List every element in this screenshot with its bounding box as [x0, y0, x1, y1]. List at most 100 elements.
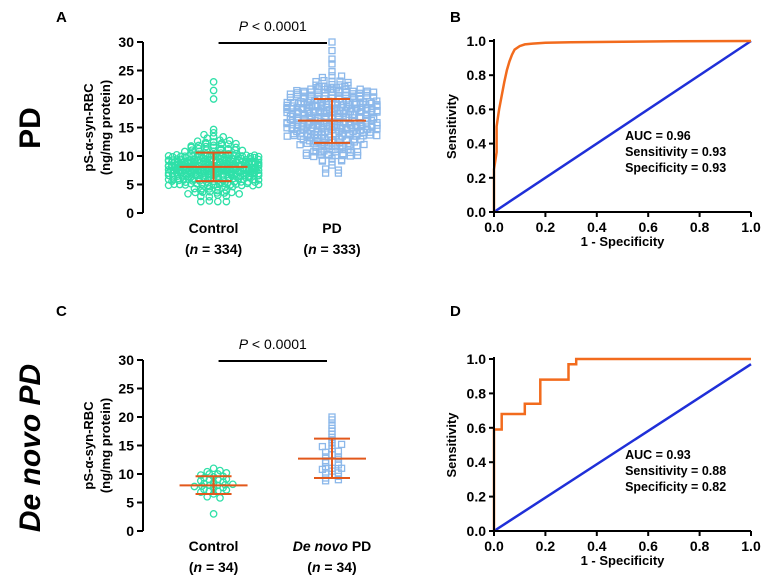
x-tick-label: 0.0	[484, 219, 504, 235]
y-tick-label: 0.8	[467, 385, 487, 401]
data-point	[168, 156, 177, 165]
mean-sd-control	[179, 151, 248, 183]
category-n-label-open: (	[307, 559, 312, 575]
data-point	[341, 106, 349, 114]
row-label-1: PD	[14, 107, 47, 149]
data-point	[333, 104, 341, 112]
annotation-line: Specificity = 0.82	[625, 480, 726, 494]
data-point	[373, 131, 381, 140]
data-point	[310, 152, 318, 161]
data-point	[224, 154, 233, 163]
y-tick-label: 5	[126, 177, 134, 193]
data-point	[188, 146, 196, 155]
x-tick-label: 0.4	[587, 538, 607, 554]
x-tick-label: 1.0	[741, 219, 761, 235]
category-n-label-rest: = 333)	[317, 241, 361, 257]
data-point	[164, 152, 173, 160]
panel-letter-b: B	[450, 9, 461, 26]
y-axis-title: Sensitivity	[444, 93, 459, 159]
mean-sd-control	[179, 475, 248, 495]
data-point	[297, 98, 305, 106]
data-point	[235, 190, 244, 198]
y-axis-title-units: (ng/mg protein)	[98, 80, 113, 175]
x-axis-title: 1 - Specificity	[581, 234, 666, 249]
data-point	[232, 139, 240, 148]
data-point	[213, 197, 222, 206]
data-point	[209, 78, 218, 86]
data-point	[191, 171, 200, 179]
data-point	[184, 189, 192, 198]
panel-letter-d: D	[450, 303, 461, 320]
category-label: Control	[189, 220, 239, 236]
data-point	[334, 166, 343, 174]
data-point	[196, 192, 205, 201]
data-point	[254, 180, 263, 189]
data-point	[221, 183, 229, 192]
roc-curve	[492, 357, 751, 531]
category-n-label: (n = 334)	[185, 241, 242, 257]
data-point	[307, 85, 315, 93]
data-point	[250, 151, 259, 160]
data-point	[222, 197, 231, 206]
data-point	[304, 99, 312, 107]
data-point	[283, 132, 291, 140]
data-point	[312, 148, 320, 156]
y-tick-label: 15	[118, 438, 134, 454]
data-point	[220, 155, 229, 164]
data-point	[209, 125, 218, 134]
y-tick-label: 0.6	[467, 420, 487, 436]
data-point	[173, 155, 181, 163]
reference-diagonal	[493, 363, 752, 533]
y-tick-label: 0.0	[467, 204, 487, 220]
data-point	[338, 132, 346, 140]
data-point	[254, 158, 263, 167]
data-point	[323, 103, 331, 112]
data-point	[216, 154, 224, 163]
data-point	[342, 96, 351, 105]
data-point	[359, 132, 367, 140]
data-point	[328, 154, 336, 163]
data-point	[209, 464, 218, 473]
panel-letter-c: C	[56, 303, 67, 320]
panel-letter-a: A	[56, 9, 67, 26]
y-axis-title: Sensitivity	[444, 412, 459, 478]
category-n-label-rest: = 34)	[321, 559, 357, 575]
significance-label: P < 0.0001	[239, 18, 307, 34]
data-point	[175, 180, 184, 189]
y-tick-label: 25	[118, 63, 134, 79]
y-tick-label: 15	[118, 120, 134, 136]
data-point	[363, 87, 371, 95]
x-tick-label: 0.4	[587, 219, 607, 235]
x-tick-label: 0.8	[690, 538, 710, 554]
data-point	[313, 102, 321, 110]
data-point	[216, 466, 224, 475]
data-point	[309, 121, 318, 129]
category-n-label-open: (	[189, 559, 194, 575]
data-point	[209, 128, 218, 137]
y-tick-label: 1.0	[467, 351, 487, 367]
data-point	[207, 155, 216, 164]
y-axis-title: pS-α-syn-RBC	[81, 83, 96, 172]
data-point	[337, 440, 346, 449]
data-point	[318, 156, 327, 164]
data-point	[182, 172, 191, 180]
reference-diagonal	[493, 39, 752, 214]
category-n-label-open: (	[185, 241, 190, 257]
data-point	[181, 154, 190, 162]
data-point	[356, 85, 364, 93]
data-point	[314, 85, 322, 93]
data-point	[224, 140, 233, 148]
x-tick-label: 0.2	[536, 538, 556, 554]
y-axis-title: pS-α-syn-RBC	[81, 401, 96, 490]
data-point	[187, 173, 195, 181]
y-tick-label: 10	[118, 148, 134, 164]
data-point	[190, 482, 199, 491]
data-point	[303, 139, 311, 148]
data-point	[346, 121, 355, 129]
data-point	[205, 192, 214, 201]
category-n-label-n: n	[312, 559, 321, 575]
y-tick-label: 5	[126, 495, 134, 511]
annotation-line: Sensitivity = 0.93	[625, 145, 726, 159]
data-point	[300, 87, 308, 95]
data-point	[349, 87, 357, 95]
